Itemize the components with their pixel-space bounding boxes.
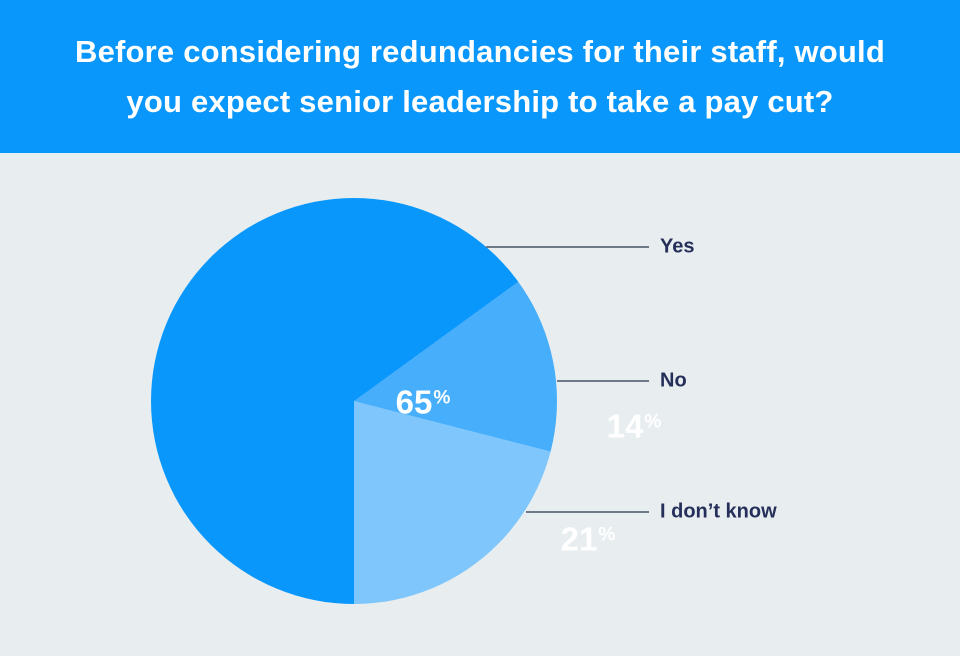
legend-label-no: No: [660, 369, 687, 392]
slice-value-idk: 21%: [561, 523, 616, 556]
leader-line-idk: [526, 511, 649, 513]
leader-line-no: [557, 380, 649, 382]
slice-value-no: 14%: [607, 410, 662, 443]
slice-value-yes-unit: %: [433, 387, 451, 409]
chart-title: Before considering redundancies for thei…: [74, 33, 886, 119]
leader-line-yes: [486, 246, 649, 248]
chart-area: 65% 14% 21% Yes No I don’t know: [0, 153, 960, 656]
legend-label-idk: I don’t know: [660, 500, 777, 523]
slice-value-yes-number: 65: [395, 383, 433, 421]
slice-value-yes: 65%: [396, 386, 451, 419]
slice-value-idk-unit: %: [598, 524, 616, 546]
pie-chart: 65% 14% 21%: [151, 198, 661, 604]
slice-value-no-number: 14: [606, 407, 644, 445]
legend-label-yes: Yes: [660, 235, 695, 258]
slice-value-idk-number: 21: [560, 520, 598, 558]
slice-value-no-unit: %: [644, 411, 662, 433]
title-banner: Before considering redundancies for thei…: [0, 0, 960, 153]
